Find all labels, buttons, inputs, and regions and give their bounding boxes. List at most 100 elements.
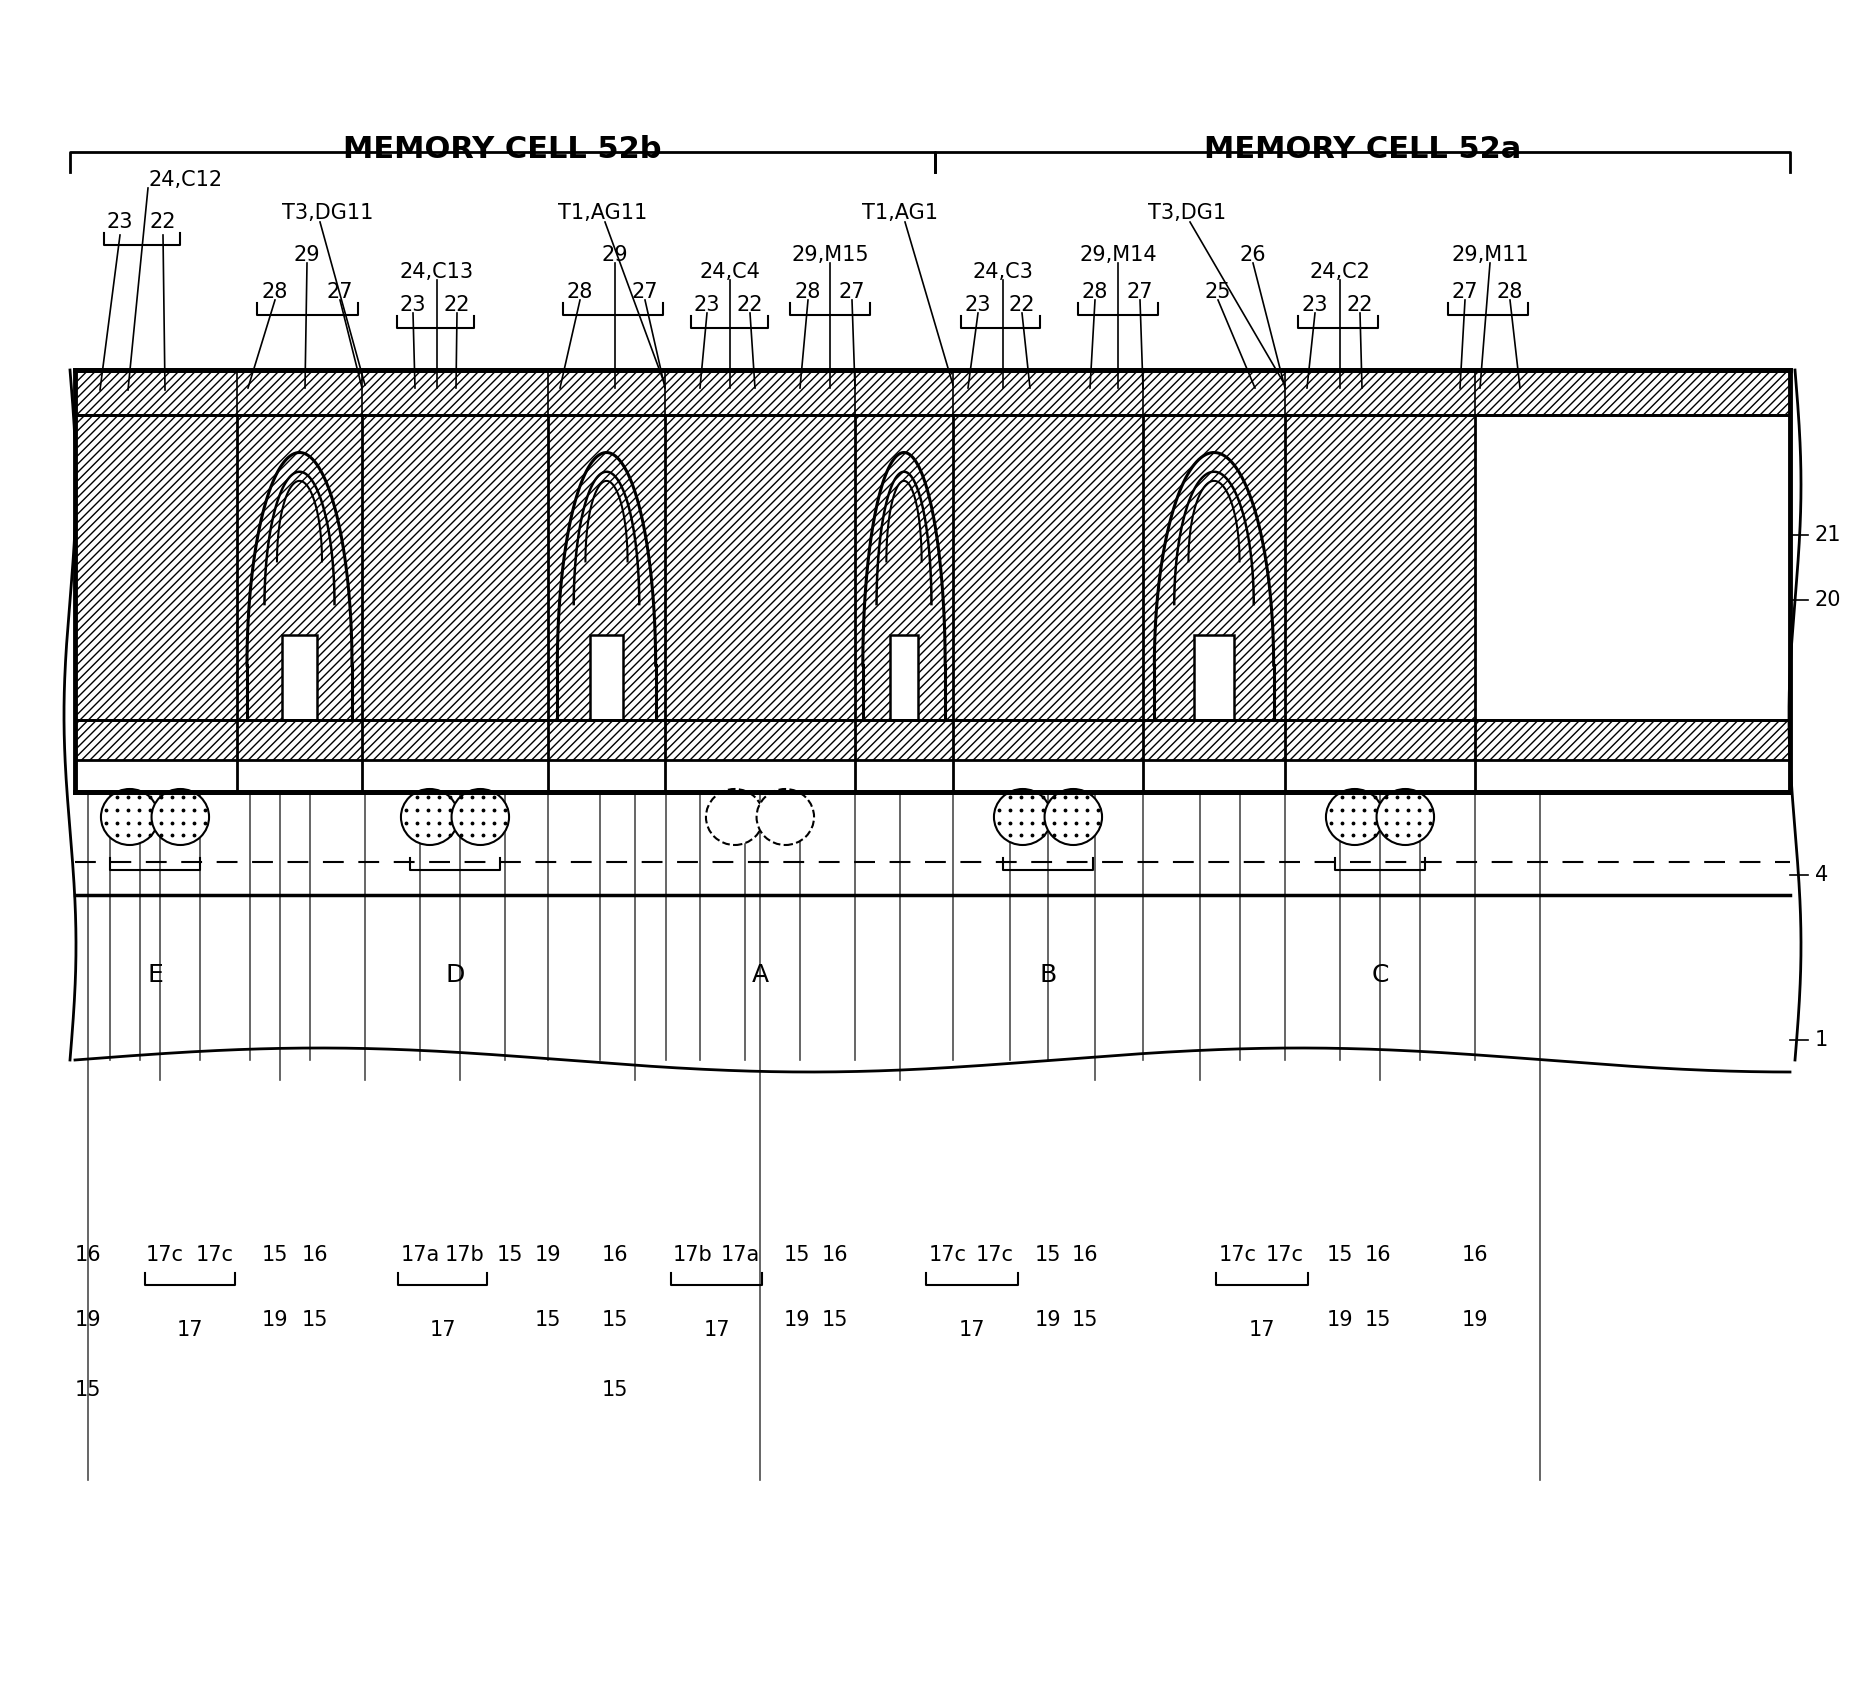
Text: 16: 16 <box>602 1244 628 1265</box>
Text: 16: 16 <box>822 1244 848 1265</box>
Text: 16: 16 <box>1364 1244 1391 1265</box>
Text: 22: 22 <box>444 294 470 315</box>
Text: 16: 16 <box>1072 1244 1098 1265</box>
Text: 22: 22 <box>149 213 177 231</box>
Text: 29: 29 <box>295 245 321 266</box>
Text: 21: 21 <box>1816 524 1842 545</box>
Text: 19: 19 <box>783 1311 811 1329</box>
Ellipse shape <box>706 790 764 844</box>
Bar <box>75 369 1789 791</box>
Text: MEMORY CELL 52b: MEMORY CELL 52b <box>343 136 662 165</box>
Text: 17: 17 <box>431 1321 457 1339</box>
Text: 15: 15 <box>1364 1311 1391 1329</box>
Text: 19: 19 <box>1035 1311 1061 1329</box>
Text: T1,AG1: T1,AG1 <box>861 203 938 223</box>
Bar <box>891 635 917 720</box>
Text: 25: 25 <box>1204 283 1232 301</box>
Text: MEMORY CELL 52a: MEMORY CELL 52a <box>1204 136 1521 165</box>
Text: 16: 16 <box>302 1244 328 1265</box>
Bar <box>891 635 917 720</box>
Text: 17: 17 <box>958 1321 986 1339</box>
Text: 23: 23 <box>693 294 720 315</box>
Bar <box>591 635 623 720</box>
Text: T1,AG11: T1,AG11 <box>557 203 647 223</box>
Text: 28: 28 <box>1497 283 1523 301</box>
Text: 24,C2: 24,C2 <box>1310 262 1370 283</box>
Text: 16: 16 <box>1461 1244 1487 1265</box>
Bar <box>953 415 1143 720</box>
Text: 27: 27 <box>632 283 658 301</box>
Text: 17c: 17c <box>977 1244 1014 1265</box>
Text: 15: 15 <box>822 1311 848 1329</box>
Bar <box>665 415 856 720</box>
Text: 17b: 17b <box>445 1244 485 1265</box>
Text: A: A <box>751 963 768 987</box>
Bar <box>1195 635 1234 720</box>
Text: 28: 28 <box>1081 283 1109 301</box>
Text: 15: 15 <box>783 1244 811 1265</box>
Text: 17a: 17a <box>401 1244 440 1265</box>
Text: 29,M11: 29,M11 <box>1452 245 1528 266</box>
Text: 22: 22 <box>1348 294 1374 315</box>
Text: D: D <box>445 963 464 987</box>
Text: 16: 16 <box>75 1244 101 1265</box>
Bar <box>1195 635 1234 720</box>
Text: 19: 19 <box>1461 1311 1487 1329</box>
Text: 19: 19 <box>535 1244 561 1265</box>
Text: 27: 27 <box>839 283 865 301</box>
Bar <box>1284 415 1474 720</box>
Text: 17b: 17b <box>673 1244 712 1265</box>
Ellipse shape <box>1376 790 1433 844</box>
Text: B: B <box>1040 963 1057 987</box>
Bar <box>856 415 953 720</box>
Text: 15: 15 <box>302 1311 328 1329</box>
Text: 23: 23 <box>966 294 992 315</box>
Bar <box>1143 415 1284 720</box>
Text: 15: 15 <box>1327 1244 1353 1265</box>
Text: C: C <box>1372 963 1389 987</box>
Bar <box>75 720 1789 761</box>
Text: 15: 15 <box>261 1244 289 1265</box>
Text: 24,C13: 24,C13 <box>401 262 473 283</box>
Text: 15: 15 <box>1072 1311 1098 1329</box>
Bar <box>591 635 623 720</box>
Text: 19: 19 <box>261 1311 289 1329</box>
Text: E: E <box>147 963 162 987</box>
Text: 1: 1 <box>1816 1030 1829 1050</box>
Text: 15: 15 <box>75 1380 101 1401</box>
Text: T3,DG11: T3,DG11 <box>281 203 373 223</box>
Text: 19: 19 <box>75 1311 101 1329</box>
Bar <box>281 635 317 720</box>
Text: T3,DG1: T3,DG1 <box>1148 203 1227 223</box>
Text: 17: 17 <box>705 1321 731 1339</box>
Text: 29,M14: 29,M14 <box>1079 245 1158 266</box>
Ellipse shape <box>1044 790 1102 844</box>
Text: 17: 17 <box>1249 1321 1275 1339</box>
Text: 17: 17 <box>177 1321 203 1339</box>
Ellipse shape <box>994 790 1051 844</box>
Bar <box>75 369 1789 791</box>
Text: 17c: 17c <box>196 1244 235 1265</box>
Text: 27: 27 <box>1126 283 1154 301</box>
Text: 15: 15 <box>602 1380 628 1401</box>
Text: 28: 28 <box>261 283 289 301</box>
Text: 22: 22 <box>1008 294 1035 315</box>
Text: 15: 15 <box>496 1244 524 1265</box>
Text: 22: 22 <box>736 294 762 315</box>
Text: 28: 28 <box>794 283 822 301</box>
Text: 23: 23 <box>399 294 427 315</box>
Text: 27: 27 <box>326 283 354 301</box>
Text: 17a: 17a <box>720 1244 761 1265</box>
Ellipse shape <box>151 790 209 844</box>
Text: 23: 23 <box>1301 294 1329 315</box>
Text: 26: 26 <box>1240 245 1266 266</box>
Text: 29: 29 <box>602 245 628 266</box>
Bar <box>75 369 1789 415</box>
Ellipse shape <box>101 790 158 844</box>
Text: 24,C12: 24,C12 <box>147 170 222 191</box>
Text: 4: 4 <box>1816 865 1829 885</box>
Text: 19: 19 <box>1327 1311 1353 1329</box>
Text: 28: 28 <box>567 283 593 301</box>
Text: 17c: 17c <box>1219 1244 1256 1265</box>
Bar <box>362 415 548 720</box>
